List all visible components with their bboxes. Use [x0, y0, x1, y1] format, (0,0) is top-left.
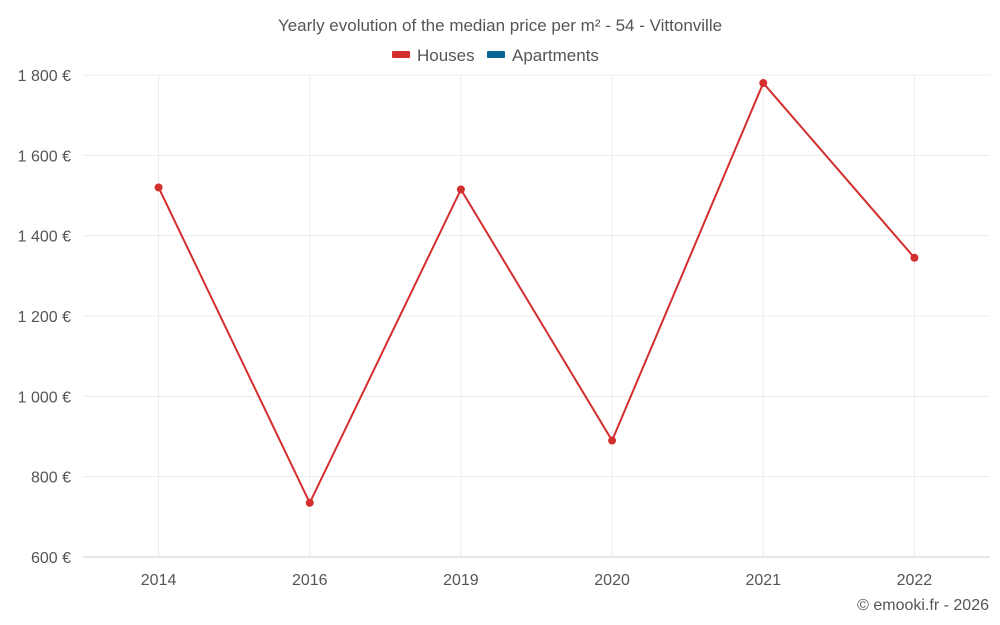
series-line-houses [157, 81, 916, 506]
y-tick-label: 800 € [31, 470, 71, 487]
data-point-houses-2016[interactable] [305, 498, 314, 507]
data-point-houses-2020[interactable] [608, 436, 617, 445]
legend-label-houses: Houses [417, 46, 475, 65]
series-houses [154, 79, 919, 507]
data-point-houses-2014[interactable] [154, 183, 163, 192]
chart-title: Yearly evolution of the median price per… [278, 16, 722, 35]
y-tick-label: 600 € [31, 550, 71, 567]
x-tick-label: 2016 [292, 572, 328, 589]
legend-swatch-houses [392, 51, 410, 58]
x-axis-tick-labels: 2014 2016 2019 2020 2021 2022 [141, 572, 933, 589]
x-tick-label: 2020 [594, 572, 630, 589]
credit-text: © emooki.fr - 2026 [857, 597, 989, 614]
data-point-houses-2022[interactable] [910, 253, 919, 262]
y-axis-tick-labels: 600 € 800 € 1 000 € 1 200 € 1 400 € 1 600 € 1 … [18, 68, 71, 567]
legend-item-apartments[interactable]: Apartments [487, 46, 599, 65]
x-tick-label: 2014 [141, 572, 177, 589]
x-tick-label: 2021 [745, 572, 781, 589]
legend-swatch-apartments [487, 51, 505, 58]
y-tick-label: 1 200 € [18, 309, 71, 326]
grid-lines [83, 74, 990, 557]
legend: Houses Apartments [392, 46, 599, 65]
x-tick-label: 2022 [897, 572, 933, 589]
y-tick-label: 1 600 € [18, 148, 71, 165]
data-point-houses-2019[interactable] [456, 185, 465, 194]
legend-label-apartments: Apartments [512, 46, 599, 65]
x-tick-label: 2019 [443, 572, 479, 589]
y-tick-label: 1 000 € [18, 389, 71, 406]
legend-item-houses[interactable]: Houses [392, 46, 475, 65]
y-tick-label: 1 400 € [18, 229, 71, 246]
y-tick-label: 1 800 € [18, 68, 71, 85]
data-point-houses-2021[interactable] [759, 79, 768, 88]
